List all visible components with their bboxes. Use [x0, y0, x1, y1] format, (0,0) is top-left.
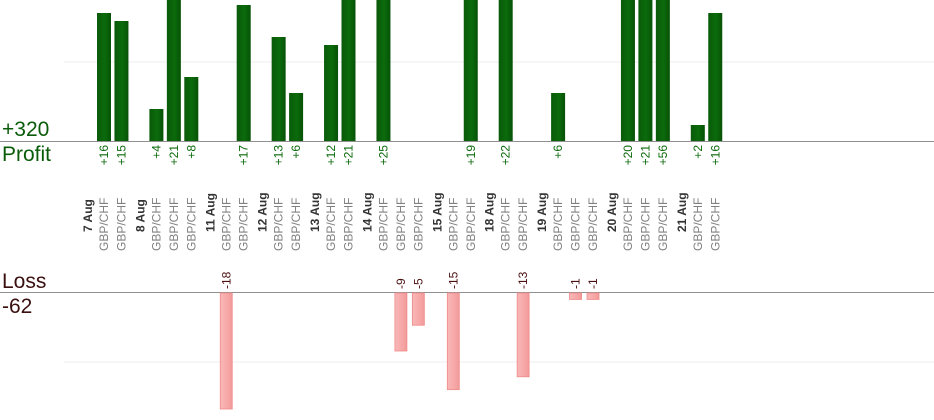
- date-label: 15 Aug: [430, 192, 444, 232]
- profit-value-label: +16: [708, 145, 722, 166]
- profit-value-label: +6: [551, 145, 565, 159]
- loss-value-label: -15: [446, 271, 460, 289]
- date-label: 8 Aug: [133, 199, 147, 232]
- pair-label: GBP/CHF: [656, 198, 670, 251]
- profit-value-label: +16: [97, 145, 111, 166]
- profit-bar: [97, 13, 111, 141]
- profit-bar: [271, 37, 286, 141]
- profit-bar: [184, 77, 199, 141]
- profit-bar: [114, 21, 129, 141]
- loss-value-label: -5: [411, 278, 425, 289]
- pair-label: GBP/CHF: [516, 198, 530, 251]
- pair-label: GBP/CHF: [446, 198, 460, 251]
- profit-label: Profit: [2, 143, 52, 166]
- profit-bar: [620, 0, 635, 141]
- pair-label: GBP/CHF: [551, 198, 565, 251]
- loss-value-label: -9: [394, 278, 408, 289]
- profit-bar: [655, 0, 670, 141]
- pair-label: GBP/CHF: [621, 198, 635, 251]
- profit-value-label: +8: [184, 145, 198, 159]
- pair-label: GBP/CHF: [289, 198, 303, 251]
- loss-bar: [219, 292, 233, 410]
- profit-value-label: +13: [272, 145, 286, 166]
- pair-label: GBP/CHF: [464, 198, 478, 251]
- pair-label: GBP/CHF: [219, 198, 233, 251]
- total-profit-value: +320: [2, 118, 50, 141]
- profit-bar: [463, 0, 478, 141]
- pair-label: GBP/CHF: [97, 198, 111, 251]
- profit-value-label: +56: [656, 145, 670, 166]
- pair-label: GBP/CHF: [342, 198, 356, 251]
- pair-label: GBP/CHF: [149, 198, 163, 251]
- profit-value-label: +21: [638, 145, 652, 166]
- pair-label: GBP/CHF: [499, 198, 513, 251]
- profit-bar: [149, 109, 164, 141]
- profit-value-label: +4: [149, 145, 163, 159]
- loss-value-label: -18: [219, 271, 233, 289]
- pair-label: GBP/CHF: [376, 198, 390, 251]
- loss-value-label: -1: [569, 278, 583, 289]
- pair-label: GBP/CHF: [272, 198, 286, 251]
- profit-bar: [498, 0, 513, 141]
- date-label: 14 Aug: [360, 192, 374, 232]
- loss-bar: [586, 292, 600, 300]
- profit-bar: [289, 93, 304, 141]
- profit-bar: [551, 93, 566, 141]
- profit-value-label: +21: [342, 145, 356, 166]
- loss-bar: [516, 292, 530, 378]
- loss-label: Loss: [2, 270, 47, 293]
- pair-label: GBP/CHF: [167, 198, 181, 251]
- loss-value-label: -13: [516, 271, 530, 289]
- loss-bar: [569, 292, 582, 300]
- pair-label: GBP/CHF: [569, 198, 583, 251]
- pair-label: GBP/CHF: [184, 198, 198, 251]
- profit-bar: [690, 125, 705, 141]
- profit-value-label: +19: [464, 145, 478, 166]
- loss-bar: [394, 292, 408, 352]
- date-label: 19 Aug: [535, 192, 549, 232]
- date-label: 12 Aug: [256, 192, 270, 232]
- profit-value-label: +22: [499, 145, 513, 166]
- loss-bar: [446, 292, 460, 391]
- pair-label: GBP/CHF: [708, 198, 722, 251]
- pair-label: GBP/CHF: [324, 198, 338, 251]
- date-label: 11 Aug: [203, 193, 217, 232]
- date-label: 18 Aug: [483, 192, 497, 232]
- profit-value-label: +6: [289, 145, 303, 159]
- profit-value-label: +12: [324, 145, 338, 166]
- profit-bar: [166, 0, 181, 141]
- pair-label: GBP/CHF: [411, 198, 425, 251]
- profit-value-label: +21: [167, 145, 181, 166]
- pair-label: GBP/CHF: [691, 198, 705, 251]
- loss-value-label: -1: [586, 278, 600, 289]
- pair-label: GBP/CHF: [114, 198, 128, 251]
- profit-bar: [324, 45, 339, 141]
- date-label: 7 Aug: [81, 199, 95, 232]
- profit-bar: [341, 0, 356, 141]
- profit-value-label: +2: [691, 145, 705, 159]
- pair-label: GBP/CHF: [237, 198, 251, 251]
- profit-value-label: +20: [621, 145, 635, 166]
- date-label: 21 Aug: [675, 192, 689, 232]
- profit-value-label: +15: [114, 145, 128, 166]
- profit-bar: [376, 0, 391, 141]
- profit-bar: [708, 13, 723, 141]
- pair-label: GBP/CHF: [638, 198, 652, 251]
- profit-value-label: +25: [376, 145, 390, 166]
- date-label: 13 Aug: [308, 192, 322, 232]
- profit-bar: [638, 0, 653, 141]
- pair-label: GBP/CHF: [586, 198, 600, 251]
- loss-bar: [411, 292, 425, 326]
- profit-value-label: +17: [237, 145, 251, 166]
- total-loss-value: -62: [2, 295, 33, 318]
- profit-bar: [236, 5, 251, 141]
- pair-label: GBP/CHF: [394, 198, 408, 251]
- date-label: 20 Aug: [605, 192, 619, 232]
